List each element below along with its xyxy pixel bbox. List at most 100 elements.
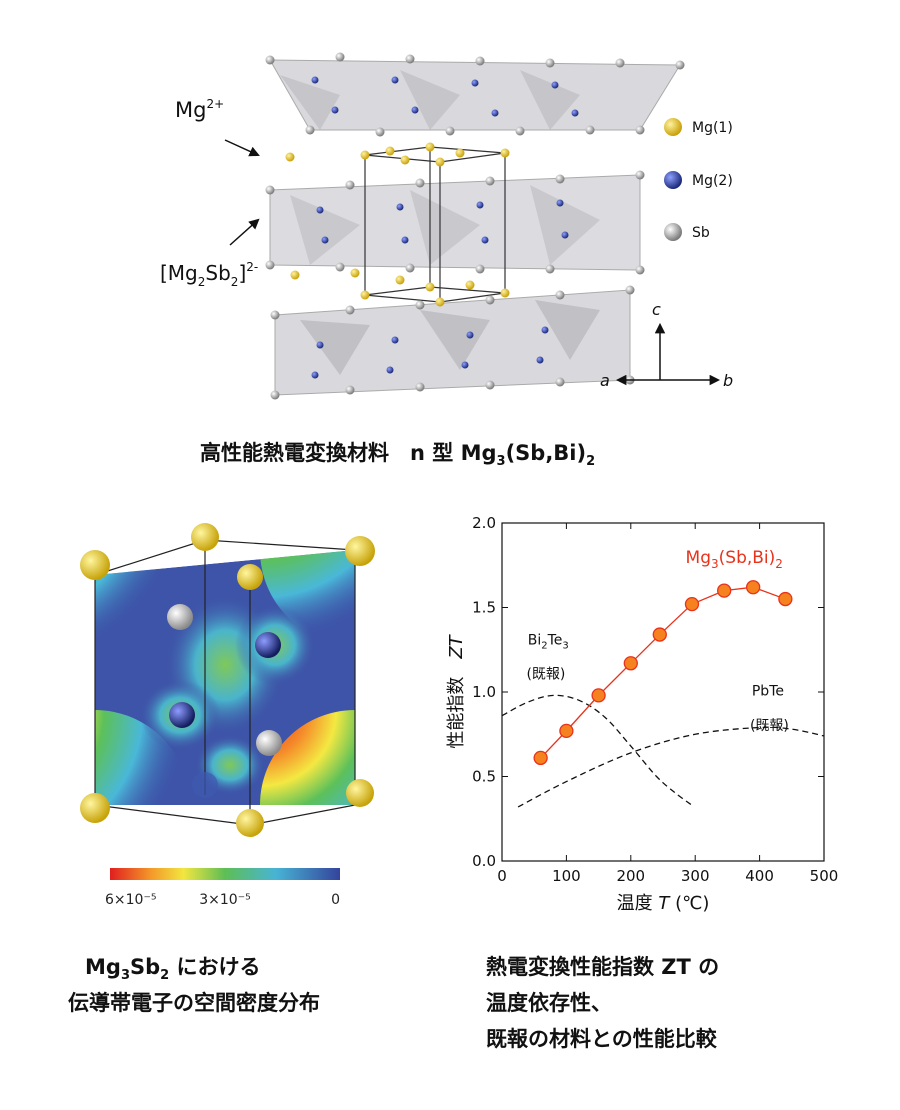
mg1-atom	[346, 779, 374, 807]
series-pbte-curve	[517, 726, 825, 808]
mg1-atom	[500, 288, 510, 298]
mg2-atom	[536, 356, 544, 364]
density-plane	[95, 550, 355, 805]
series-bi2te3-label: Bi2Te3	[528, 633, 569, 652]
mg2-atom	[541, 326, 549, 334]
x-axis-label: 温度 T (℃)	[617, 893, 710, 914]
mg2-atom	[391, 336, 399, 344]
mg1-atom	[237, 564, 263, 590]
mg2-atom	[255, 632, 281, 658]
y-tick-label: 0.5	[472, 768, 496, 786]
sb-atom	[475, 264, 485, 274]
mg1-atom	[191, 523, 219, 551]
sb-atom	[445, 126, 455, 136]
mg2-atom	[481, 236, 489, 244]
mg1-atom-hidden	[192, 772, 218, 798]
sb-atom	[415, 178, 425, 188]
legend-mg1-marker	[664, 118, 682, 136]
axis-a-label: a	[600, 371, 610, 390]
mg1-atom	[500, 148, 510, 158]
mg2-atom	[311, 76, 319, 84]
series-pbte-label: PbTe	[752, 683, 784, 699]
x-tick-label: 200	[616, 867, 645, 885]
middle-layer	[269, 174, 641, 271]
mg2-atom	[316, 341, 324, 349]
y-tick-label: 1.0	[472, 683, 496, 701]
series-mg3sbbi2-label: Mg3(Sb,Bi)2	[686, 548, 783, 571]
sb-atom	[635, 170, 645, 180]
mg1-atom	[435, 157, 445, 167]
sb-atom	[545, 264, 555, 274]
sb-atom	[405, 54, 415, 64]
mg2-atom	[311, 371, 319, 379]
y-tick-label: 1.5	[472, 599, 496, 617]
bottom-layer	[274, 289, 631, 396]
legend-sb-marker	[664, 223, 682, 241]
series-mg3sbbi2-point	[684, 596, 700, 612]
top-caption: 高性能熱電変換材料 n 型 Mg3(Sb,Bi)2	[200, 441, 596, 469]
crystal-structure-figure: Mg2+ [Mg2Sb2]2- Mg(1) Mg(2) Sb c a b	[160, 52, 733, 400]
sb-atom	[635, 265, 645, 275]
colorbar-label-max: 6×10⁻⁵	[105, 892, 156, 908]
series-mg3sbbi2-point	[746, 580, 761, 595]
sb-atom	[345, 180, 355, 190]
y-tick-label: 0.0	[472, 852, 496, 870]
sb-atom	[415, 300, 425, 310]
mg1-atom	[80, 550, 110, 580]
mg2-atom	[491, 109, 499, 117]
mg1-atom	[395, 275, 405, 285]
sb-atom	[475, 56, 485, 66]
mg2-atom	[169, 702, 195, 728]
colorbar: 6×10⁻⁵ 3×10⁻⁵ 0	[105, 868, 340, 908]
mg2-atom	[466, 331, 474, 339]
mg2-atom	[571, 109, 579, 117]
mg1-atom	[360, 150, 370, 160]
chart-caption-line2: 温度依存性、	[486, 991, 612, 1015]
sb-atom	[625, 285, 635, 295]
series-mg3sbbi2-line	[540, 586, 786, 759]
axis-b-label: b	[723, 371, 733, 390]
unit-cell-box	[364, 146, 506, 303]
sb-atom	[335, 262, 345, 272]
mg2-atom	[476, 201, 484, 209]
density-caption-line2: 伝導帯電子の空間密度分布	[68, 991, 320, 1015]
legend-sb-label: Sb	[692, 225, 710, 241]
series-mg3sbbi2-point	[652, 627, 667, 642]
electron-density-cell	[80, 523, 375, 837]
sb-atom	[405, 263, 415, 273]
mg2-atom	[556, 199, 564, 207]
x-tick-label: 500	[810, 867, 839, 885]
mg1-atom	[425, 142, 435, 152]
series-mg3sbbi2-point	[591, 688, 606, 703]
chart-caption-line3: 既報の材料との性能比較	[486, 1027, 717, 1051]
series-bi2te3-note: (既報)	[526, 666, 565, 682]
series-mg3sbbi2-point	[533, 750, 548, 766]
mg2-atom	[561, 231, 569, 239]
mg2-atom	[321, 236, 329, 244]
mg2-atom	[316, 206, 324, 214]
x-tick-label: 100	[552, 867, 581, 885]
x-tick-label: 400	[745, 867, 774, 885]
sb-atom	[615, 58, 625, 68]
atoms	[265, 52, 685, 400]
mg2-arrow	[224, 139, 260, 157]
mg2-atom	[331, 106, 339, 114]
sb-atom	[555, 174, 565, 184]
mg1-atom	[345, 536, 375, 566]
mg1-atom	[455, 148, 465, 158]
series-mg3sbbi2-point	[559, 723, 574, 739]
sb-atom	[345, 305, 355, 315]
x-tick-label: 0	[497, 867, 507, 885]
sb-atom	[265, 260, 275, 270]
mg1-atom	[350, 268, 360, 278]
series-mg3sbbi2-point	[717, 583, 732, 598]
sb-atom	[415, 382, 425, 392]
sb-atom	[515, 126, 525, 136]
sb-atom	[675, 60, 685, 70]
series-mg3sbbi2-point	[623, 656, 638, 671]
mg2-label: Mg2+	[175, 97, 224, 122]
sb-atom	[256, 730, 282, 756]
sb-atom	[485, 380, 495, 390]
colorbar-gradient	[110, 868, 340, 880]
sb-atom	[305, 125, 315, 135]
